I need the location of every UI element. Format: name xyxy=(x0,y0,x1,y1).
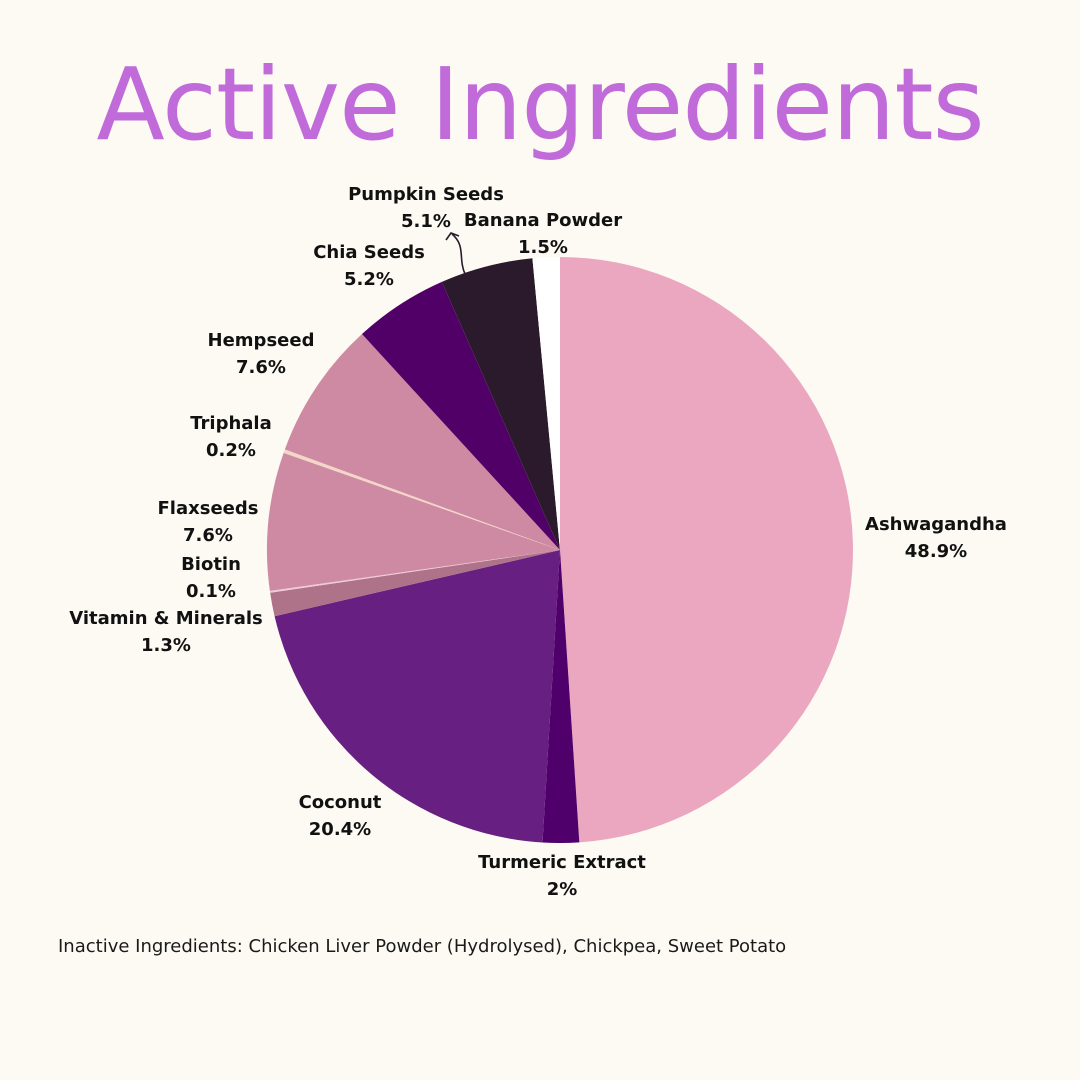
slice-label-coconut: Coconut xyxy=(299,792,382,813)
slice-label-flaxseeds: Flaxseeds xyxy=(158,498,259,519)
slice-value-pumpkin-seeds: 5.1% xyxy=(401,211,451,232)
slice-ashwagandha xyxy=(560,257,853,843)
leader-arrowhead xyxy=(445,232,460,241)
pie-slices xyxy=(266,257,853,844)
slice-label-ashwagandha: Ashwagandha xyxy=(865,514,1007,535)
slice-value-chia-seeds: 5.2% xyxy=(344,269,394,290)
slice-turmeric-extract xyxy=(542,550,580,844)
slice-label-pumpkin-seeds: Pumpkin Seeds xyxy=(348,184,504,205)
slice-banana-powder xyxy=(532,257,560,550)
slice-label-triphala: Triphala xyxy=(190,413,272,434)
slice-coconut xyxy=(274,550,560,843)
slice-chia-seeds xyxy=(361,281,560,550)
slice-value-coconut: 20.4% xyxy=(309,819,371,840)
slice-label-vitamin-and-minerals: Vitamin & Minerals xyxy=(69,608,263,629)
slice-label-chia-seeds: Chia Seeds xyxy=(313,242,425,263)
slice-value-turmeric-extract: 2% xyxy=(547,879,578,900)
slice-value-ashwagandha: 48.9% xyxy=(905,541,967,562)
slice-label-hempseed: Hempseed xyxy=(208,330,315,351)
slice-label-turmeric-extract: Turmeric Extract xyxy=(478,852,646,873)
slice-hempseed xyxy=(284,334,560,550)
slice-triphala xyxy=(283,449,560,550)
slice-flaxseeds xyxy=(266,452,560,591)
slice-pumpkin-seeds xyxy=(441,258,560,550)
slice-label-banana-powder: Banana Powder xyxy=(464,210,622,231)
slice-label-biotin: Biotin xyxy=(181,554,241,575)
slice-labels: Ashwagandha 48.9% Turmeric Extract 2% Coconu… xyxy=(69,184,1007,900)
slice-value-banana-powder: 1.5% xyxy=(518,237,568,258)
slice-value-flaxseeds: 7.6% xyxy=(183,525,233,546)
pumpkin-seeds-leader-arrow xyxy=(451,233,466,275)
slice-value-biotin: 0.1% xyxy=(186,581,236,602)
slice-value-vitamin-and-minerals: 1.3% xyxy=(141,635,191,656)
slice-vitamin-and-minerals xyxy=(270,550,560,617)
slice-value-hempseed: 7.6% xyxy=(236,357,286,378)
inactive-ingredients-note: Inactive Ingredients: Chicken Liver Powd… xyxy=(58,936,787,957)
slice-biotin xyxy=(269,550,560,593)
slice-value-triphala: 0.2% xyxy=(206,440,256,461)
page-title: Active Ingredients xyxy=(96,46,984,163)
